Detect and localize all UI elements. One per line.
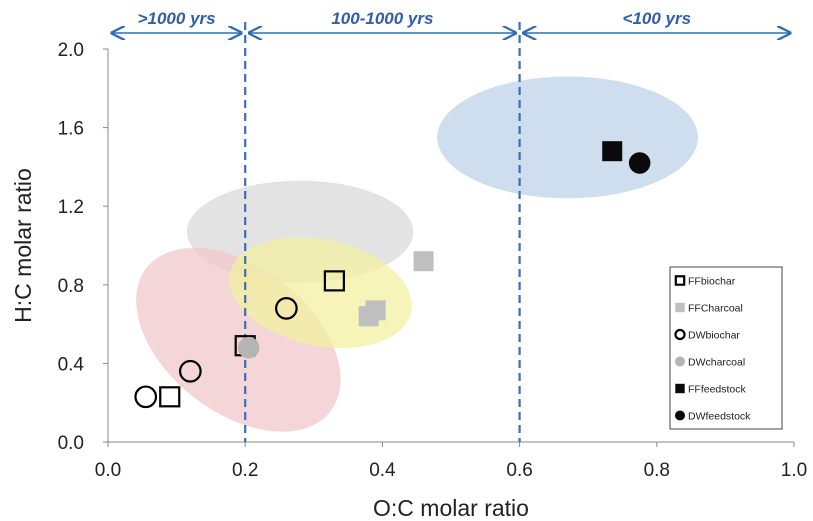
zone-label: >1000 yrs: [138, 9, 216, 28]
x-tick-label: 0.8: [644, 460, 670, 481]
zone-label: <100 yrs: [623, 9, 692, 28]
legend: FFbiochar FFCharcoal DWbiochar DWcharcoal FF…: [669, 266, 783, 430]
y-tick-label: 0.0: [58, 433, 84, 454]
legend-marker-dwbiochar: [674, 328, 686, 341]
data-point-fffeedstock: [602, 141, 623, 162]
axes: 0.0 0.2 0.4 0.6 0.8 1.0 0.0 0.4 0.8 1.2 1.6 2.0 O:C …: [10, 40, 807, 521]
legend-label: DWcharcoal: [688, 357, 745, 369]
legend-marker-ffcharcoal: [675, 302, 685, 313]
data-point-ffbiochar: [159, 386, 181, 408]
zone-annotations: >1000 yrs 100-1000 yrs <100 yrs: [112, 9, 790, 33]
y-tick-label: 2.0: [58, 40, 84, 61]
data-point-dwbiochar: [178, 359, 202, 383]
data-point-dwbiochar: [274, 297, 298, 320]
data-point-dwbiochar: [134, 385, 158, 409]
x-tick-label: 0.0: [95, 460, 121, 481]
legend-marker-dwfeedstock: [674, 410, 686, 421]
region-ellipses: [136, 76, 698, 432]
data-point-ffcharcoal: [365, 300, 386, 321]
y-tick-label: 1.6: [58, 119, 84, 140]
legend-box: [669, 266, 783, 430]
y-axis-title: H:C molar ratio: [10, 168, 36, 323]
data-point-ffcharcoal: [413, 251, 434, 272]
x-axis-title: O:C molar ratio: [373, 495, 529, 521]
legend-marker-ffbiochar: [674, 275, 686, 286]
data-points: [134, 141, 651, 409]
boundary-lines: [244, 22, 521, 442]
x-tick-label: 1.0: [781, 460, 807, 481]
legend-label: FFfeedstock: [688, 384, 747, 396]
x-tick-label: 0.2: [232, 460, 258, 481]
legend-marker-fffeedstock: [675, 383, 685, 394]
legend-label: FFCharcoal: [688, 303, 743, 315]
data-point-dwcharcoal: [237, 336, 260, 359]
region-ellipse-1: [437, 76, 698, 199]
legend-label: DWfeedstock: [688, 411, 751, 423]
legend-label: FFbiochar: [688, 276, 736, 288]
x-tick-label: 0.6: [506, 460, 532, 481]
legend-marker-dwcharcoal: [674, 356, 686, 367]
data-point-dwfeedstock: [628, 152, 651, 174]
y-tick-label: 1.2: [58, 197, 84, 218]
zone-label: 100-1000 yrs: [331, 9, 433, 28]
y-tick-label: 0.4: [58, 354, 85, 375]
x-tick-label: 0.4: [369, 460, 396, 481]
y-tick-label: 0.8: [58, 276, 84, 297]
legend-label: DWbiochar: [688, 330, 740, 342]
data-point-ffbiochar: [323, 270, 345, 292]
